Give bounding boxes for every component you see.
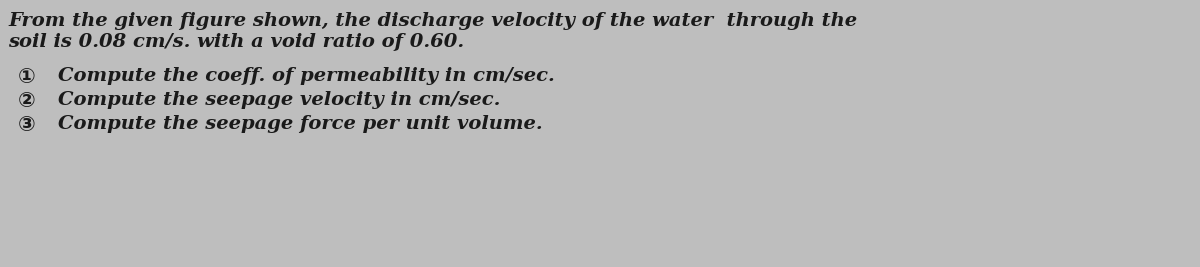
Text: ②: ② [18, 91, 36, 111]
Text: ①: ① [18, 67, 36, 87]
Text: From the given figure shown, the discharge velocity of the water  through the: From the given figure shown, the dischar… [8, 12, 857, 30]
Text: Compute the seepage velocity in cm/sec.: Compute the seepage velocity in cm/sec. [58, 91, 500, 109]
Text: soil is 0.08 cm/s. with a void ratio of 0.60.: soil is 0.08 cm/s. with a void ratio of … [8, 33, 464, 51]
Text: ③: ③ [18, 115, 36, 135]
Text: Compute the coeff. of permeability in cm/sec.: Compute the coeff. of permeability in cm… [58, 67, 554, 85]
Text: Compute the seepage force per unit volume.: Compute the seepage force per unit volum… [58, 115, 542, 133]
